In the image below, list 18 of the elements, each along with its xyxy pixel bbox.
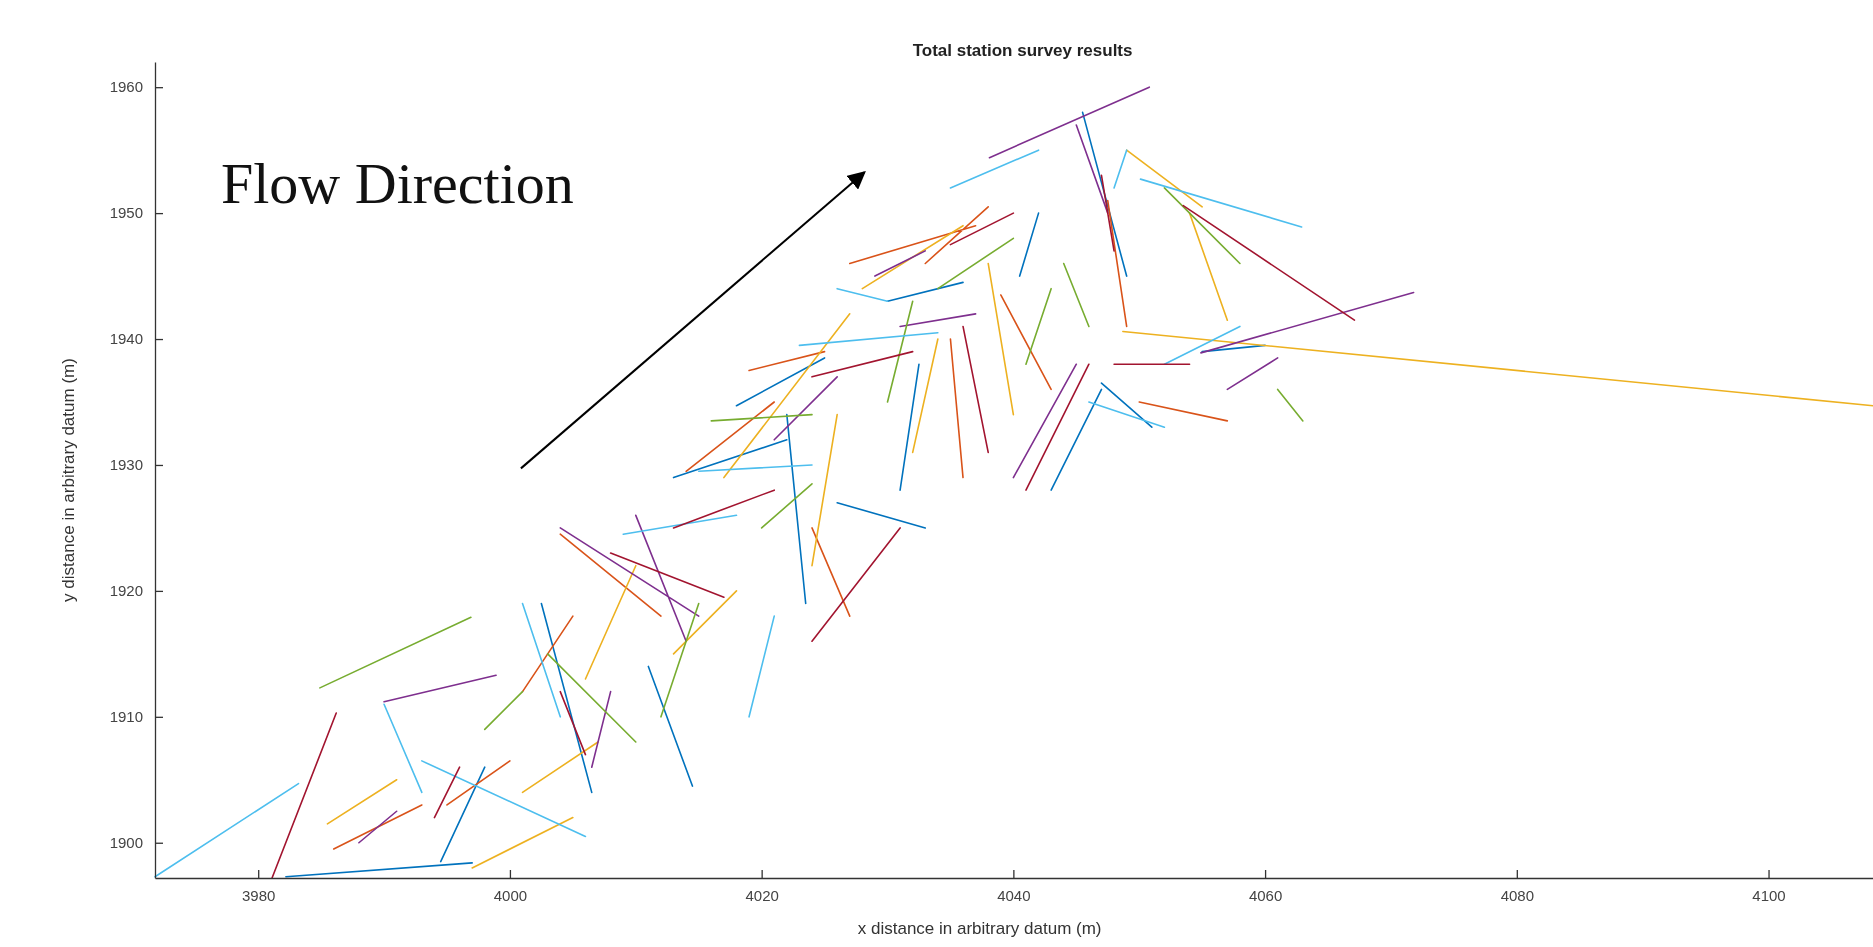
x-tick-label: 3980 (242, 886, 276, 904)
y-tick-label: 1960 (109, 78, 143, 96)
x-tick-label: 4000 (493, 886, 528, 904)
x-tick-label: 4080 (1500, 886, 1534, 904)
y-tick-label: 1910 (109, 708, 143, 726)
y-axis-title: y distance in arbitrary datum (m) (59, 358, 78, 602)
x-tick-label: 4020 (745, 886, 779, 904)
y-tick-label: 1940 (109, 330, 143, 348)
chart-title: Total station survey results (912, 41, 1133, 60)
x-tick-label: 4040 (997, 886, 1031, 904)
y-tick-label: 1920 (109, 582, 143, 600)
x-axis-title: x distance in arbitrary datum (m) (857, 919, 1102, 938)
x-tick-label: 4060 (1248, 886, 1283, 904)
y-tick-label: 1900 (109, 834, 143, 852)
y-tick-label: 1930 (109, 456, 143, 474)
y-tick-label: 1950 (109, 204, 143, 222)
x-tick-label: 4100 (1752, 886, 1786, 904)
annotation: Flow Direction (221, 151, 574, 216)
